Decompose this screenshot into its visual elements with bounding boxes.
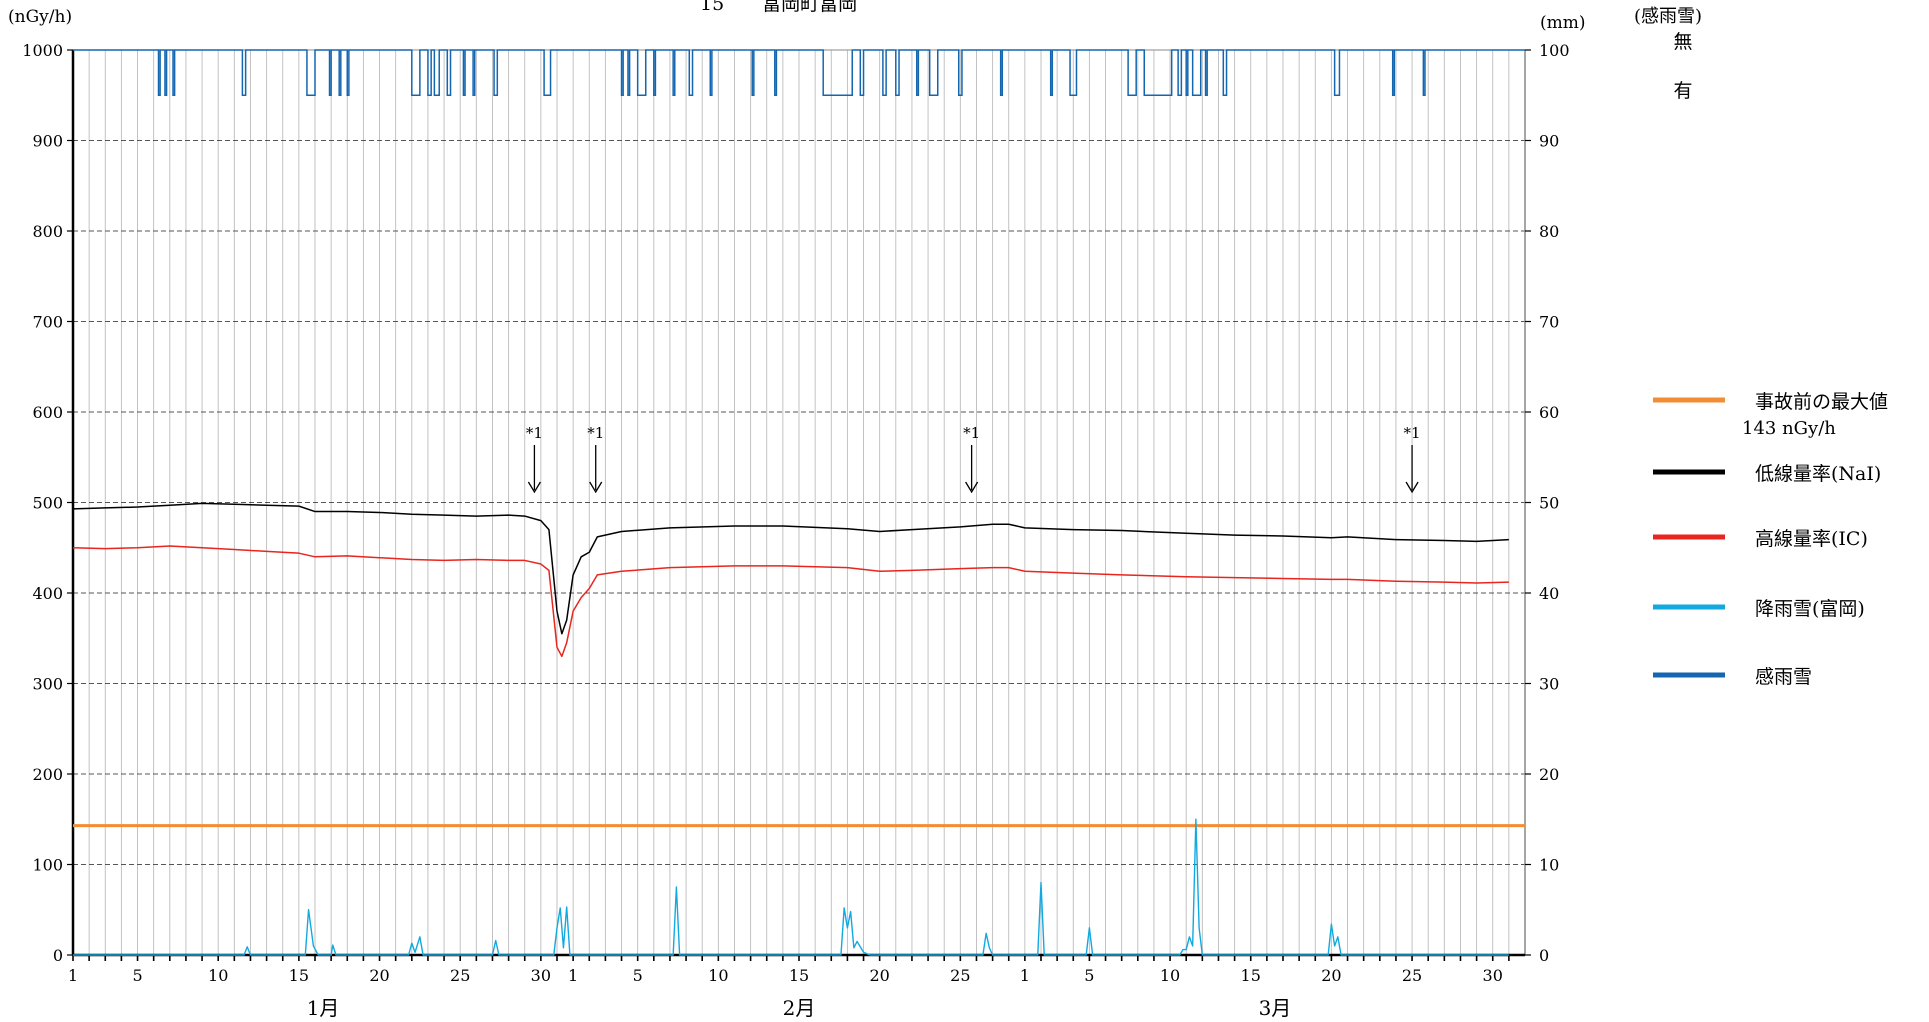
x-axis-tick-label: 5 xyxy=(633,966,643,985)
x-axis-tick-label: 10 xyxy=(1160,966,1180,985)
annotation-arrow-head xyxy=(1405,481,1419,494)
legend-label-rain_sensor: 感雨雪 xyxy=(1755,666,1812,688)
left-axis-tick-label: 100 xyxy=(32,856,63,875)
right-axis-unit: (mm) xyxy=(1540,13,1586,33)
x-axis-tick-label: 10 xyxy=(708,966,728,985)
right-axis-tick-label: 70 xyxy=(1539,313,1559,332)
x-axis-tick-label: 20 xyxy=(1321,966,1341,985)
right-axis-tick-label: 60 xyxy=(1539,403,1559,422)
left-axis-unit: (nGy/h) xyxy=(8,7,72,27)
annotation-label: *1 xyxy=(526,424,543,442)
x-axis-tick-label: 30 xyxy=(531,966,551,985)
x-axis-month-label: 3月 xyxy=(1259,996,1292,1020)
x-axis-tick-label: 15 xyxy=(289,966,309,985)
left-axis-tick-label: 1000 xyxy=(22,41,63,60)
rain-sensor-line xyxy=(73,49,1525,96)
x-axis-tick-label: 1 xyxy=(1020,966,1030,985)
left-axis-tick-label: 700 xyxy=(32,313,63,332)
x-axis-month-label: 2月 xyxy=(783,996,816,1020)
x-axis-tick-label: 5 xyxy=(132,966,142,985)
left-axis-tick-label: 300 xyxy=(32,675,63,694)
legend-label-precip: 降雨雪(富岡) xyxy=(1755,598,1865,620)
right-axis-tick-label: 100 xyxy=(1539,41,1570,60)
legend-sublabel-max_before: 143 nGy/h xyxy=(1742,418,1836,439)
right-axis-tick-label: 50 xyxy=(1539,494,1559,513)
x-axis-tick-label: 5 xyxy=(1084,966,1094,985)
left-axis-tick-label: 800 xyxy=(32,222,63,241)
x-axis-tick-label: 25 xyxy=(950,966,970,985)
left-axis-tick-label: 900 xyxy=(32,132,63,151)
annotation-arrow-head xyxy=(965,481,979,494)
series-line-precip xyxy=(73,818,1509,956)
series-line-nai xyxy=(72,502,1509,635)
annotation-arrow-head xyxy=(589,481,603,494)
x-axis-tick-label: 25 xyxy=(450,966,470,985)
right-axis-tick-label: 0 xyxy=(1539,946,1549,965)
series-line-ic xyxy=(72,545,1509,658)
x-axis-tick-label: 15 xyxy=(789,966,809,985)
x-axis-tick-label: 10 xyxy=(208,966,228,985)
rain-indicator-no: 無 xyxy=(1673,31,1692,53)
left-axis-tick-label: 600 xyxy=(32,403,63,422)
gridlines xyxy=(71,49,1526,957)
right-axis-tick-label: 80 xyxy=(1539,222,1559,241)
left-axis-ticks: 0 100 200 300 400 500 600 700 800 900 1000 xyxy=(22,41,73,965)
left-axis-tick-label: 0 xyxy=(53,946,63,965)
right-axis-tick-label: 90 xyxy=(1539,132,1559,151)
legend-label-max_before: 事故前の最大値 xyxy=(1755,391,1888,413)
x-axis-tick-label: 25 xyxy=(1402,966,1422,985)
plot-series xyxy=(72,49,1525,956)
annotation-arrow-head xyxy=(527,481,541,494)
right-axis-ticks: 0 10 20 30 40 50 60 70 80 90 100 xyxy=(1525,41,1570,965)
x-axis-tick-label: 30 xyxy=(1483,966,1503,985)
annotation-label: *1 xyxy=(963,424,980,442)
x-axis-tick-label: 1 xyxy=(568,966,578,985)
x-axis-tick-label: 15 xyxy=(1241,966,1261,985)
right-axis-tick-label: 10 xyxy=(1539,856,1559,875)
legend-label-ic: 高線量率(IC) xyxy=(1755,528,1868,550)
rain-indicator-yes: 有 xyxy=(1673,80,1692,102)
right-axis-tick-label: 30 xyxy=(1539,675,1559,694)
annotations: *1 *1 *1 *1 xyxy=(526,424,1421,494)
x-axis-tick-label: 20 xyxy=(369,966,389,985)
left-axis-tick-label: 200 xyxy=(32,765,63,784)
annotation-label: *1 xyxy=(1404,424,1421,442)
right-axis-tick-label: 40 xyxy=(1539,584,1559,603)
legend-label-nai: 低線量率(NaI) xyxy=(1755,463,1881,485)
left-axis-tick-label: 500 xyxy=(32,494,63,513)
x-axis-tick-label: 1 xyxy=(68,966,78,985)
right-axis-tick-label: 20 xyxy=(1539,765,1559,784)
legend: 事故前の最大値 143 nGy/h 低線量率(NaI) 高線量率(IC) 降雨雪(富岡)… xyxy=(1653,391,1888,688)
left-axis-tick-label: 400 xyxy=(32,584,63,603)
rain-indicator-header: (感雨雪) xyxy=(1634,6,1702,27)
x-axis-month-label: 1月 xyxy=(307,996,340,1020)
x-axis-tick-label: 20 xyxy=(869,966,889,985)
chart-title: 15 富岡町富岡 xyxy=(700,0,857,15)
annotation-label: *1 xyxy=(587,424,604,442)
